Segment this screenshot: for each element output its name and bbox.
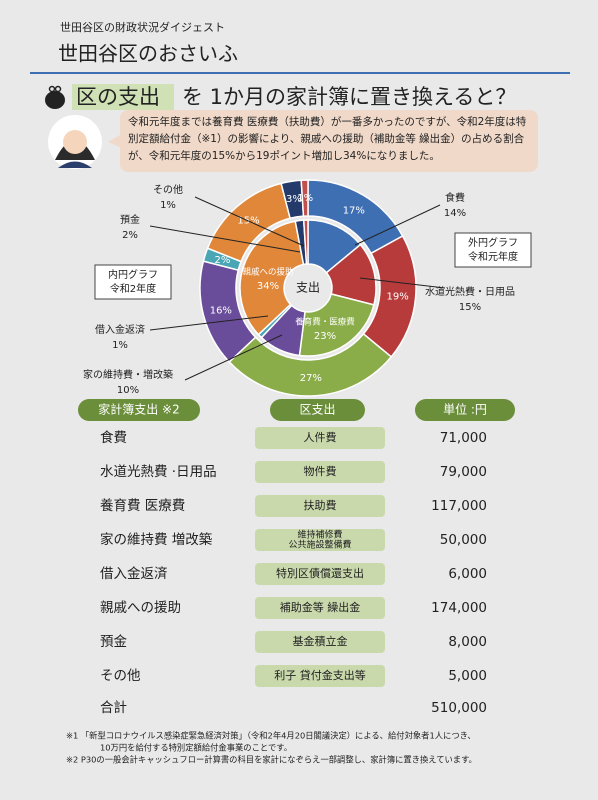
ring-legend-name: 外円グラフ [468, 236, 518, 249]
row-amount: 71,000 [440, 430, 487, 446]
donut-segment [302, 219, 309, 265]
ring-legend-year: 令和2年度 [110, 282, 156, 295]
value-label: 1% [297, 193, 313, 204]
table: 家計簿支出 ※2 区支出 単位 :円食費 人件費 71,000 水道光熱費 ·日用品 物件費… [78, 399, 515, 716]
callout-name: 水道光熱費・日用品 [425, 285, 515, 298]
speech-text: 令和元年度までは養育費 医療費（扶助費）が一番多かったのですが、令和2年度は特別… [128, 116, 527, 162]
ring-legend-box [454, 232, 532, 268]
row-label: 水道光熱費 ·日用品 [100, 464, 217, 480]
leader-line [194, 196, 305, 247]
footnote: ※1 「新型コロナウイルス感染症緊急経済対策」（令和2年4月20日閣議決定）によ… [66, 731, 476, 741]
callout-value: 10% [117, 385, 139, 396]
purse-icon [45, 85, 65, 109]
callout-name: 借入金返済 [95, 323, 145, 336]
header-cell: 区支出 [299, 403, 335, 417]
row-amount: 6,000 [448, 566, 487, 582]
row-pill [255, 495, 385, 517]
row-pill [255, 665, 385, 687]
donut-segment [300, 179, 309, 217]
row-pill [255, 597, 385, 619]
row-pill [255, 427, 385, 449]
donut-chart: 17%19%27%16%2%15%3%1%支出養育費・医療費23%親戚への援助3… [83, 179, 532, 397]
leader-line [149, 225, 301, 253]
callout-name: 食費 [445, 191, 465, 204]
row-category: 補助金等 繰出金 [280, 600, 361, 614]
value-label: 23% [314, 331, 336, 342]
callout-value: 14% [444, 208, 466, 219]
row-pill [255, 563, 385, 585]
row-label: 預金 [100, 634, 127, 650]
row-amount: 174,000 [431, 600, 487, 616]
highlight-bg [72, 84, 174, 110]
notes: ※1 「新型コロナウイルス感染症緊急経済対策」（令和2年4月20日閣議決定）によ… [66, 731, 477, 765]
donut-segment [298, 293, 375, 357]
leader-line [184, 334, 283, 381]
row-label: 家の維持費 増改築 [100, 531, 213, 548]
row-category: 公共施設整備費 [288, 539, 351, 551]
section-highlight: 区の支出 [76, 85, 160, 109]
callout-value: 15% [459, 302, 481, 313]
header-pill [415, 399, 515, 421]
row-category: 特別区債償還支出 [276, 566, 364, 580]
row-label: 養育費 医療費 [100, 497, 185, 514]
row-category: 基金積立金 [293, 634, 348, 648]
total-amount: 510,000 [431, 700, 487, 716]
row-label: 親戚への援助 [100, 600, 181, 616]
row-pill [255, 529, 385, 551]
value-label: 34% [257, 281, 279, 292]
header-cell: 家計簿支出 ※2 [98, 402, 180, 417]
ring-legend-year: 令和元年度 [468, 250, 518, 263]
callout-value: 2% [122, 230, 138, 241]
row-category: 維持補修費 [297, 529, 342, 541]
subtitle: 世田谷区の財政状況ダイジェスト [60, 20, 225, 34]
center-label: 支出 [296, 281, 320, 295]
footnote: ※2 P30の一般会計キャッシュフロー計算書の科目を家計になぞらえ一部調整し、家… [66, 755, 477, 765]
segment-name: 養育費・医療費 [295, 317, 355, 328]
row-category: 物件費 [304, 464, 337, 478]
value-label: 2% [214, 255, 230, 266]
header-pill [270, 399, 365, 421]
segment-name: 親戚への援助 [242, 267, 293, 278]
row-amount: 117,000 [431, 498, 487, 514]
callout-name: その他 [153, 183, 183, 196]
row-label: 借入金返済 [100, 566, 168, 582]
speech-bubble [120, 110, 538, 172]
leader-line [149, 315, 269, 331]
callout-value: 1% [160, 200, 176, 211]
footnote: 10万円を給付する特別定額給付金事業のことです。 [100, 743, 292, 753]
title: 世田谷区のおさいふ [58, 42, 238, 66]
row-category: 利子 貸付金支出等 [274, 668, 366, 682]
section-title: を 1か月の家計簿に置き換えると？ [182, 85, 516, 109]
value-label: 17% [343, 206, 365, 217]
callout-name: 家の維持費・増改築 [83, 368, 173, 381]
value-label: 27% [300, 373, 322, 384]
bubble-tail [108, 135, 120, 147]
callout-value: 1% [112, 340, 128, 351]
row-amount: 8,000 [448, 634, 487, 650]
ring-legend-box [94, 264, 172, 300]
header-cell: 単位 :円 [443, 402, 487, 417]
row-amount: 79,000 [440, 464, 487, 480]
row-pill [255, 461, 385, 483]
total-label: 合計 [100, 700, 127, 716]
header-pill [78, 399, 200, 421]
ring-legend-name: 内円グラフ [108, 268, 158, 281]
value-label: 3% [286, 194, 302, 205]
row-amount: 5,000 [448, 668, 487, 684]
value-label: 19% [386, 291, 408, 302]
row-pill [255, 631, 385, 653]
avatar [48, 115, 102, 169]
leader-line [354, 204, 441, 246]
value-label: 16% [210, 305, 232, 316]
leader-line [359, 277, 446, 289]
row-category: 人件費 [304, 430, 337, 444]
row-label: 食費 [100, 429, 127, 446]
row-category: 扶助費 [304, 498, 337, 512]
row-label: その他 [100, 668, 141, 684]
callout-name: 預金 [120, 213, 140, 226]
row-amount: 50,000 [440, 532, 487, 548]
